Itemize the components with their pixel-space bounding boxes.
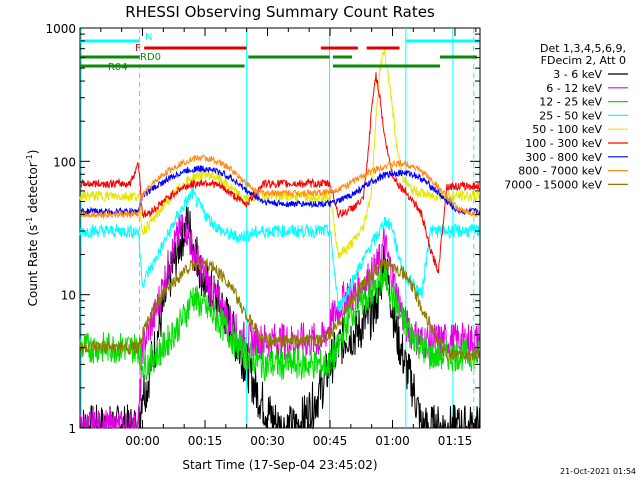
x-tick-label: 00:45 [313, 434, 348, 448]
y-axis-label-end: ) [26, 150, 40, 155]
series-line [79, 206, 480, 430]
x-tick-label: 00:00 [125, 434, 160, 448]
legend: Det 1,3,4,5,6,9,FDecim 2, Att 03 - 6 keV… [504, 42, 628, 191]
x-tick-label: 00:15 [188, 434, 223, 448]
legend-entry: 100 - 300 keV [525, 137, 602, 150]
timestamp: 21-Oct-2021 01:54 [560, 467, 636, 476]
series-line [79, 48, 480, 259]
x-axis-label: Start Time (17-Sep-04 23:45:02) [182, 458, 377, 472]
annotation-label: F [135, 43, 141, 54]
annotation-label: RD0 [140, 52, 161, 63]
y-axis-label-sup2: -1 [25, 154, 34, 162]
y-tick-label: 1000 [45, 22, 76, 36]
x-tick-label: 01:15 [438, 434, 473, 448]
x-tick-label: 00:30 [250, 434, 285, 448]
series-lines [79, 48, 480, 430]
legend-entry: 6 - 12 keV [546, 82, 602, 95]
series-line [79, 72, 480, 274]
y-axis-label-sup1: -1 [25, 217, 34, 225]
series-line [79, 262, 480, 382]
annotation-label: R04 [108, 62, 128, 73]
legend-entry: 300 - 800 keV [525, 151, 602, 164]
legend-entry: 25 - 50 keV [539, 109, 602, 122]
series-line [79, 164, 480, 217]
y-axis-label-mid: detector [26, 162, 40, 217]
series-line [79, 154, 480, 220]
legend-header: FDecim 2, Att 0 [541, 54, 626, 67]
annotation-label: N [145, 32, 152, 43]
legend-entry: 3 - 6 keV [553, 68, 602, 81]
y-tick-label: 1 [68, 422, 76, 436]
legend-header: Det 1,3,4,5,6,9, [540, 42, 626, 55]
axes: 00:00 00:15 00:30 00:45 01:00 01:15 1 10 100 1000 [45, 22, 480, 448]
legend-entry: 12 - 25 keV [539, 96, 602, 109]
y-tick-label: 10 [61, 289, 76, 303]
y-axis-label: Count Rate (s-1 detector-1) [25, 150, 40, 307]
chart-title: RHESSI Observing Summary Count Rates [125, 3, 435, 21]
legend-entry: 800 - 7000 keV [518, 165, 602, 178]
y-axis-label-main: Count Rate (s [26, 225, 40, 307]
y-tick-label: 100 [53, 155, 76, 169]
legend-entry: 7000 - 15000 keV [504, 178, 602, 191]
legend-entry: 50 - 100 keV [532, 123, 602, 136]
series-line [79, 258, 480, 362]
x-tick-label: 01:00 [375, 434, 410, 448]
